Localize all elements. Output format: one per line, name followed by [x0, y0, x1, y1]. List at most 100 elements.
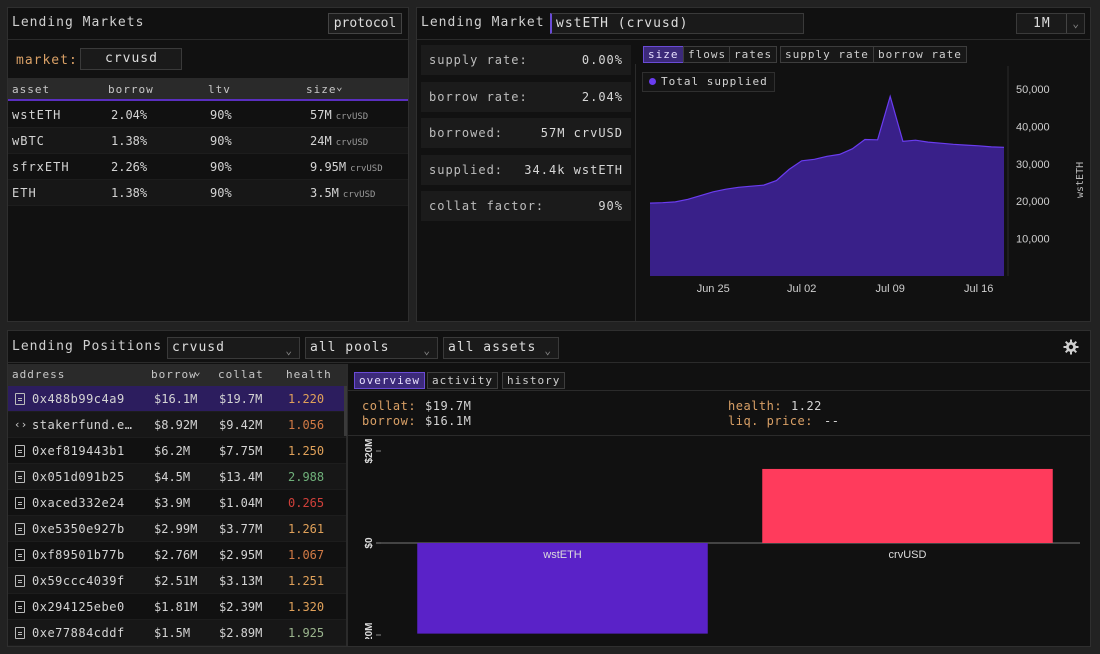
asset-cell: wBTC [12, 134, 45, 148]
address-cell[interactable]: 0x59ccc4039f [32, 574, 125, 588]
tab-history[interactable]: history [502, 372, 566, 389]
positions-pool-filter[interactable]: all pools ⌄ [305, 337, 438, 359]
col-size[interactable]: size [306, 83, 337, 96]
address-cell[interactable]: 0xe5350e927b [32, 522, 125, 536]
size-unit: crvUSD [335, 138, 369, 148]
x-tick-label: crvUSD [889, 549, 927, 561]
size-unit: crvUSD [350, 164, 383, 174]
table-row[interactable]: 0x488b99c4a9 $16.1M $19.7M 1.220 [8, 386, 346, 412]
health-label: health: [728, 399, 783, 413]
tab-activity[interactable]: activity [427, 372, 498, 389]
stat-value: 34.4k wstETH [524, 162, 623, 177]
table-row[interactable]: ‹› stakerfund.e… $8.92M $9.42M 1.056 [8, 412, 346, 438]
chart-separator [635, 64, 636, 321]
market-select[interactable]: crvusd [80, 48, 182, 70]
positions-asset-filter[interactable]: all assets ⌄ [443, 337, 559, 359]
gear-icon[interactable] [1063, 339, 1079, 355]
code-icon: ‹› [14, 418, 28, 431]
col-borrow[interactable]: borrow [151, 368, 197, 381]
address-cell[interactable]: 0xaced332e24 [32, 496, 125, 510]
sort-desc-icon[interactable]: ⌄ [194, 365, 202, 378]
borrow-cell: $4.5M [154, 470, 191, 484]
health-cell: 1.261 [288, 522, 325, 536]
table-row[interactable]: 0xef819443b1 $6.2M $7.75M 1.250 [8, 438, 346, 464]
table-row[interactable]: 0xaced332e24 $3.9M $1.04M 0.265 [8, 490, 346, 516]
stat-row: borrow rate: 2.04% [421, 81, 631, 112]
file-icon [15, 549, 25, 561]
borrow-cell: $1.81M [154, 600, 198, 614]
y-tick-label: $20M [364, 622, 375, 639]
borrow-cell: 1.38% [111, 134, 148, 148]
size-value: 9.95M [310, 160, 347, 174]
stat-value: 2.04% [581, 89, 623, 104]
address-cell[interactable]: 0xf89501b77b [32, 548, 125, 562]
table-row[interactable]: sfrxETH 2.26% 90% 9.95M crvUSD [8, 154, 408, 180]
col-health[interactable]: health [286, 368, 332, 381]
y-tick-label: $20M [364, 439, 375, 464]
sort-desc-icon[interactable]: ⌄ [336, 80, 344, 93]
health-cell: 1.251 [288, 574, 325, 588]
y-tick-label: 40,000 [1016, 121, 1050, 133]
collat-cell: $13.4M [219, 470, 263, 484]
table-row[interactable]: 0xe5350e927b $2.99M $3.77M 1.261 [8, 516, 346, 542]
collat-cell: $2.39M [219, 600, 263, 614]
address-cell[interactable]: stakerfund.e… [32, 418, 133, 432]
table-row[interactable]: 0xe77884cddf $1.5M $2.89M 1.925 [8, 620, 346, 646]
address-cell[interactable]: 0x488b99c4a9 [32, 392, 125, 406]
col-ltv[interactable]: ltv [208, 83, 231, 96]
chevron-down-icon: ⌄ [544, 344, 552, 357]
stat-label: supplied: [429, 162, 504, 177]
tab-overview[interactable]: overview [354, 372, 425, 389]
table-row[interactable]: 0xf89501b77b $2.76M $2.95M 1.067 [8, 542, 346, 568]
health-cell: 1.320 [288, 600, 325, 614]
panel-title: Lending Market [421, 15, 545, 30]
table-row[interactable]: 0x294125ebe0 $1.81M $2.39M 1.320 [8, 594, 346, 620]
detail-scroll-strip [344, 386, 347, 436]
address-cell[interactable]: 0x294125ebe0 [32, 600, 125, 614]
table-row[interactable]: wstETH 2.04% 90% 57M crvUSD [8, 102, 408, 128]
table-row[interactable]: 0x59ccc4039f $2.51M $3.13M 1.251 [8, 568, 346, 594]
tab-supply-rate[interactable]: supply rate [780, 46, 874, 63]
borrow-cell: 2.26% [111, 160, 148, 174]
health-cell: 1.067 [288, 548, 325, 562]
position-detail: collat: $19.7M borrow: $16.1M health: 1.… [362, 399, 1082, 433]
address-cell[interactable]: 0xef819443b1 [32, 444, 125, 458]
market-selector[interactable]: wstETH (crvusd) [550, 13, 804, 34]
collat-cell: $2.95M [219, 548, 263, 562]
collat-cell: $19.7M [219, 392, 263, 406]
detail-tabs: overview activity history [354, 372, 654, 392]
col-asset[interactable]: asset [12, 83, 51, 96]
collat-value: $19.7M [425, 399, 472, 413]
chevron-down-icon: ⌄ [423, 344, 431, 357]
file-icon [15, 471, 25, 483]
stat-label: supply rate: [429, 53, 528, 67]
lending-positions-panel: Lending Positions crvusd ⌄ all pools ⌄ all… [7, 330, 1091, 647]
panel-title: Lending Markets [12, 15, 145, 30]
col-address[interactable]: address [12, 368, 66, 381]
x-tick-label: wstETH [542, 549, 582, 561]
tab-size[interactable]: size [643, 46, 684, 63]
tab-rates[interactable]: rates [729, 46, 778, 63]
ltv-cell: 90% [210, 108, 232, 122]
timeframe-select[interactable]: 1M ⌄ [1016, 13, 1085, 34]
address-cell[interactable]: 0xe77884cddf [32, 626, 125, 640]
address-cell[interactable]: 0x051d091b25 [32, 470, 125, 484]
table-row[interactable]: ETH 1.38% 90% 3.5M crvUSD [8, 180, 408, 206]
stat-row: borrowed: 57M crvUSD [421, 118, 631, 148]
size-cell: 3.5M crvUSD [310, 180, 375, 208]
lending-markets-panel: Lending Markets protocol market: crvusd … [7, 7, 409, 322]
table-row[interactable]: 0x051d091b25 $4.5M $13.4M 2.988 [8, 464, 346, 490]
positions-market-filter[interactable]: crvusd ⌄ [167, 337, 300, 359]
health-cell: 2.988 [288, 470, 325, 484]
y-tick-label: 50,000 [1016, 84, 1050, 96]
collat-cell: $3.13M [219, 574, 263, 588]
borrow-value: $16.1M [425, 414, 472, 428]
col-borrow[interactable]: borrow [108, 83, 154, 96]
stat-row: supplied: 34.4k wstETH [421, 154, 631, 185]
col-collat[interactable]: collat [218, 368, 264, 381]
tab-flows[interactable]: flows [683, 46, 732, 63]
tab-borrow-rate[interactable]: borrow rate [873, 46, 967, 63]
protocol-button[interactable]: protocol [328, 13, 402, 34]
chart-legend: Total supplied [642, 72, 775, 92]
table-row[interactable]: wBTC 1.38% 90% 24M crvUSD [8, 128, 408, 154]
